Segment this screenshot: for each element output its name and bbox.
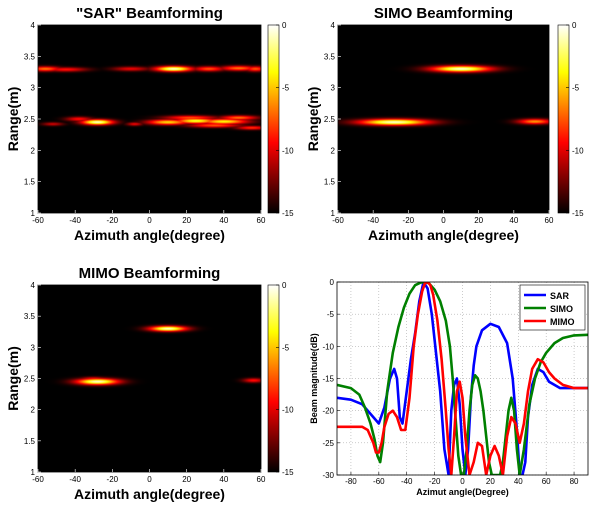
simo-ytick-label: 3 (331, 84, 336, 93)
mimo-colorbar-label: -15 (282, 468, 294, 477)
line-ylabel: Beam magnitude(dB) (309, 333, 319, 424)
simo-ytick-label: 2.5 (324, 115, 336, 124)
mimo-colorbar (267, 284, 280, 473)
sar-colorbar-label: -15 (282, 209, 294, 218)
sar-xtick-label: -60 (32, 216, 44, 225)
sar-heatmap-panel: -60 -40 -20 0 20 40 60 1 1.5 2 2.5 3 3.5 4 "SAR" Beamf… (5, 5, 294, 243)
line-xtick-label: -60 (373, 477, 385, 486)
simo-ytick-label: 4 (331, 21, 336, 30)
mimo-heatmap-panel: -60 -40 -20 0 20 40 60 1 1.5 2 2.5 3 3.5 4 MIMO Beamfo… (5, 265, 294, 502)
series-line-simo (337, 282, 588, 475)
sar-xtick-label: 20 (182, 216, 191, 225)
line-ytick-label: -30 (322, 471, 334, 480)
mimo-ylabel: Range(m) (5, 346, 21, 411)
line-ytick-label: 0 (330, 278, 335, 287)
line-xtick-label: 80 (570, 477, 579, 486)
legend-label-simo: SIMO (550, 304, 573, 314)
line-xtick-label: 0 (460, 477, 465, 486)
sar-ytick-label: 4 (31, 21, 36, 30)
line-ytick-label: -25 (322, 439, 334, 448)
simo-xlabel: Azimuth angle(degree) (368, 227, 519, 243)
simo-title: SIMO Beamforming (374, 5, 513, 22)
sar-title: "SAR" Beamforming (76, 5, 223, 22)
line-xtick-label: 40 (514, 477, 523, 486)
mimo-ytick-label: 4 (31, 281, 36, 290)
mimo-xtick-label: -40 (69, 475, 81, 484)
mimo-colorbar-label: 0 (282, 281, 287, 290)
mimo-colorbar-label: -10 (282, 406, 294, 415)
series-line-sar (337, 282, 588, 475)
simo-colorbar-label: -5 (572, 84, 580, 93)
mimo-xtick-label: -20 (107, 475, 119, 484)
mimo-ytick-label: 2 (31, 406, 36, 415)
sar-xtick-label: 0 (147, 216, 152, 225)
legend-label-mimo: MIMO (550, 317, 575, 327)
legend-label-sar: SAR (550, 291, 570, 301)
mimo-xlabel: Azimuth angle(degree) (74, 486, 225, 502)
line-ytick-label: -20 (322, 407, 334, 416)
sar-ytick-label: 2 (31, 146, 36, 155)
simo-xtick-label: 20 (474, 216, 483, 225)
line-xtick-label: 20 (486, 477, 495, 486)
sar-colorbar-label: -5 (282, 84, 290, 93)
simo-colorbar-label: 0 (572, 21, 577, 30)
line-ytick-label: -10 (322, 342, 334, 351)
simo-ylabel: Range(m) (305, 87, 321, 152)
mimo-ytick-label: 1 (31, 468, 36, 477)
simo-xtick-label: -20 (403, 216, 415, 225)
simo-xtick-label: 0 (441, 216, 446, 225)
sar-xtick-label: 40 (219, 216, 228, 225)
mimo-ytick-label: 3 (31, 343, 36, 352)
line-xtick-label: -40 (401, 477, 413, 486)
simo-heatmap-panel: -60 -40 -20 0 20 40 60 1 1.5 2 2.5 3 3.5 4 SIMO Beamfo… (305, 5, 584, 243)
simo-ytick-label: 1 (331, 209, 336, 218)
sar-ylabel: Range(m) (5, 87, 21, 152)
simo-ytick-label: 2 (331, 146, 336, 155)
mimo-ytick-label: 3.5 (24, 312, 36, 321)
line-ytick-label: -5 (327, 310, 335, 319)
sar-colorbar-label: 0 (282, 21, 287, 30)
line-plot-frame (336, 281, 589, 476)
line-xtick-label: 60 (542, 477, 551, 486)
sar-xlabel: Azimuth angle(degree) (74, 227, 225, 243)
line-xtick-label: -80 (345, 477, 357, 486)
mimo-xtick-label: 40 (219, 475, 228, 484)
series-line-mimo (337, 282, 588, 475)
simo-colorbar-label: -10 (572, 146, 584, 155)
mimo-xtick-label: 60 (257, 475, 266, 484)
mimo-colorbar-label: -5 (282, 343, 290, 352)
mimo-xtick-label: 0 (147, 475, 152, 484)
sar-colorbar (267, 24, 280, 214)
mimo-title: MIMO Beamforming (79, 265, 221, 282)
simo-xtick-label: 60 (545, 216, 554, 225)
simo-ytick-label: 3.5 (324, 52, 336, 61)
beam-magnitude-line-chart: -80 -60 -40 -20 0 20 40 60 80 0 -5 -10 -15 -20 -25 -30 S… (309, 278, 589, 497)
sar-xtick-label: -20 (107, 216, 119, 225)
sar-ytick-label: 1 (31, 209, 36, 218)
sar-xtick-label: 60 (257, 216, 266, 225)
simo-heatmap-image (338, 25, 549, 213)
simo-xtick-label: -40 (367, 216, 379, 225)
sar-ytick-label: 1.5 (24, 178, 36, 187)
sar-ytick-label: 3.5 (24, 52, 36, 61)
line-ytick-label: -15 (322, 375, 334, 384)
simo-colorbar-label: -15 (572, 209, 584, 218)
line-xtick-label: -20 (429, 477, 441, 486)
mimo-xtick-label: 20 (182, 475, 191, 484)
simo-xtick-label: -60 (332, 216, 344, 225)
line-xlabel: Azimut angle(Degree) (416, 487, 509, 497)
mimo-heatmap-image (38, 285, 261, 472)
sar-ytick-label: 2.5 (24, 115, 36, 124)
sar-colorbar-label: -10 (282, 146, 294, 155)
sar-xtick-label: -40 (69, 216, 81, 225)
sar-heatmap-image (38, 25, 261, 213)
sar-ytick-label: 3 (31, 84, 36, 93)
mimo-ytick-label: 2.5 (24, 375, 36, 384)
simo-xtick-label: 40 (509, 216, 518, 225)
mimo-ytick-label: 1.5 (24, 437, 36, 446)
simo-ytick-label: 1.5 (324, 178, 336, 187)
mimo-xtick-label: -60 (32, 475, 44, 484)
simo-colorbar (557, 24, 570, 214)
